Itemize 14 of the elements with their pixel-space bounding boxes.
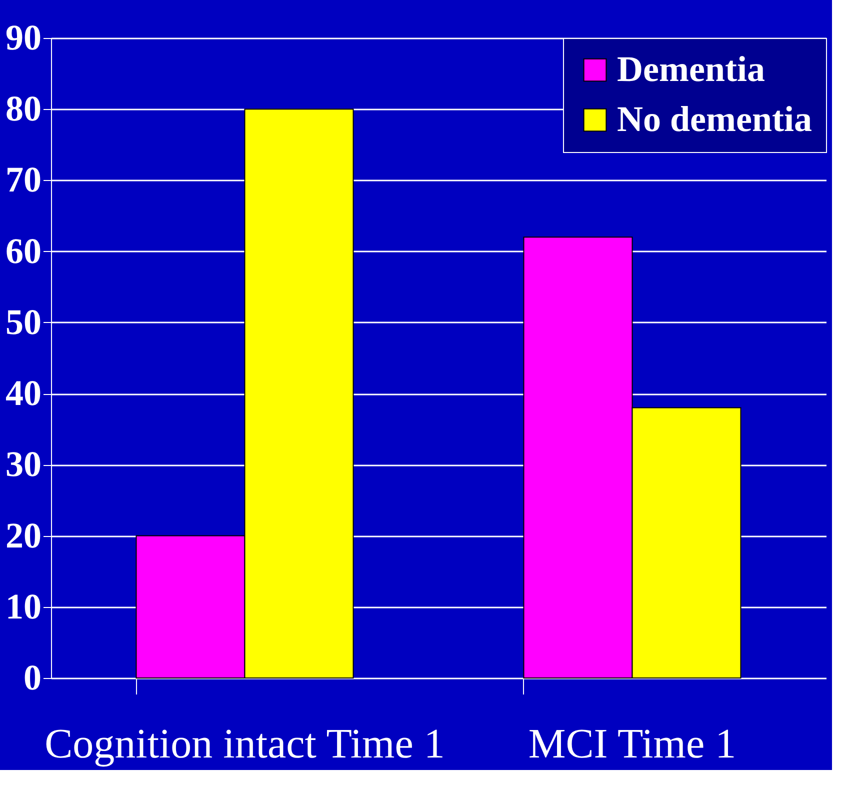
y-tick-label: 60 (6, 230, 42, 271)
legend-label: Dementia (617, 49, 765, 89)
y-tick-label: 50 (6, 302, 42, 342)
y-tick-label: 30 (6, 444, 42, 484)
y-tick-label: 70 (6, 160, 42, 200)
y-tick-label: 20 (6, 515, 42, 556)
y-tick-label: 0 (24, 658, 42, 698)
y-tick-label: 80 (6, 88, 42, 129)
x-tick-label: Cognition intact Time 1 (44, 722, 445, 768)
y-tick-label: 40 (6, 373, 42, 414)
legend-label: No dementia (617, 99, 812, 139)
y-tick-label: 10 (6, 586, 42, 626)
x-tick-label: MCI Time 1 (528, 722, 736, 768)
y-tick-label: 90 (6, 18, 42, 58)
